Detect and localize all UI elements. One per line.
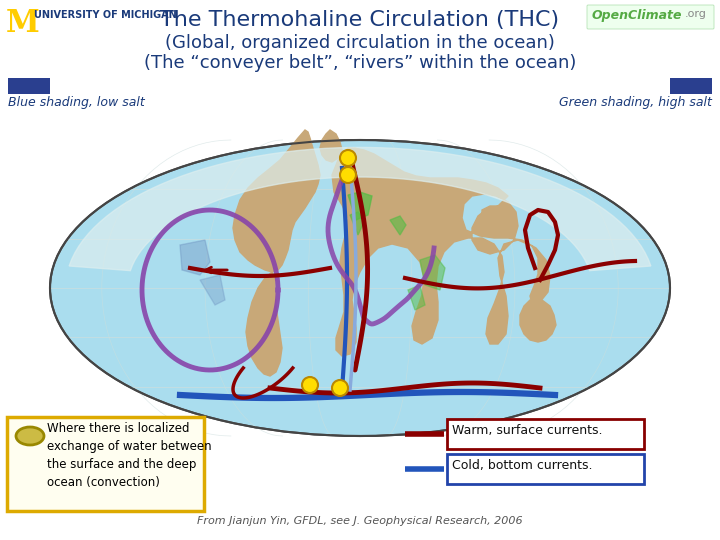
Text: M: M xyxy=(6,8,40,39)
Polygon shape xyxy=(390,216,406,235)
FancyBboxPatch shape xyxy=(447,419,644,449)
Bar xyxy=(8,78,50,94)
Text: Cold, bottom currents.: Cold, bottom currents. xyxy=(452,459,593,472)
Ellipse shape xyxy=(50,140,670,436)
Text: (Global, organized circulation in the ocean): (Global, organized circulation in the oc… xyxy=(165,34,555,52)
Ellipse shape xyxy=(16,427,44,445)
Circle shape xyxy=(332,380,348,396)
Polygon shape xyxy=(520,300,556,342)
Text: OpenClimate: OpenClimate xyxy=(592,9,683,22)
Text: Blue shading, low salt: Blue shading, low salt xyxy=(8,96,145,109)
Polygon shape xyxy=(350,212,365,235)
Circle shape xyxy=(302,377,318,393)
Text: UNIVERSITY OF MICHIGAN: UNIVERSITY OF MICHIGAN xyxy=(34,10,176,20)
Polygon shape xyxy=(320,130,342,162)
FancyBboxPatch shape xyxy=(587,5,714,29)
FancyBboxPatch shape xyxy=(447,454,644,484)
Polygon shape xyxy=(180,240,210,275)
Circle shape xyxy=(340,150,356,166)
Polygon shape xyxy=(69,147,651,271)
Text: Green shading, high salt: Green shading, high salt xyxy=(559,96,712,109)
Circle shape xyxy=(340,167,356,183)
FancyBboxPatch shape xyxy=(7,417,204,511)
Polygon shape xyxy=(246,272,282,376)
Bar xyxy=(670,78,712,94)
Polygon shape xyxy=(233,130,320,272)
Text: From Jianjun Yin, GFDL, see J. Geophysical Research, 2006: From Jianjun Yin, GFDL, see J. Geophysic… xyxy=(197,516,523,526)
Text: Warm, surface currents.: Warm, surface currents. xyxy=(452,424,603,437)
Text: .org: .org xyxy=(685,9,707,19)
Polygon shape xyxy=(200,275,225,305)
Polygon shape xyxy=(408,285,425,310)
Text: (The “conveyer belt”, “rivers” within the ocean): (The “conveyer belt”, “rivers” within th… xyxy=(144,54,576,72)
Polygon shape xyxy=(344,148,372,188)
Polygon shape xyxy=(420,255,445,290)
Text: Where there is localized
exchange of water between
the surface and the deep
ocea: Where there is localized exchange of wat… xyxy=(47,422,212,489)
Text: The Thermohaline Circulation (THC): The Thermohaline Circulation (THC) xyxy=(161,10,559,30)
Polygon shape xyxy=(332,148,550,356)
Polygon shape xyxy=(348,192,372,220)
